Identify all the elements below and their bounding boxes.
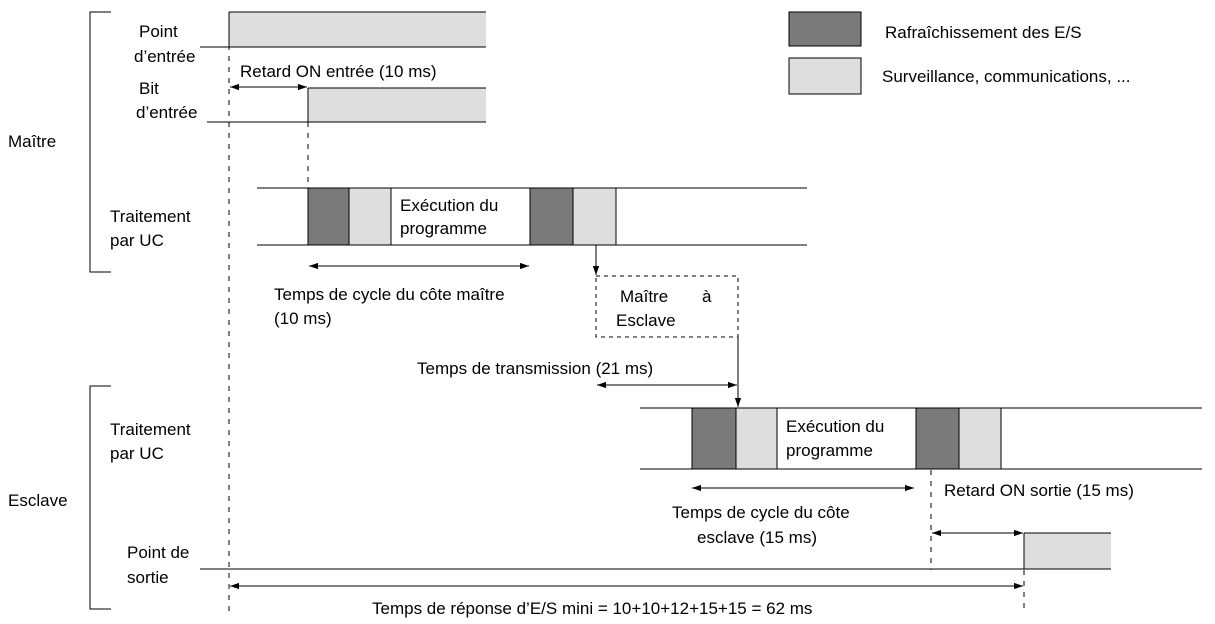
slave-monitoring-block-2 — [958, 407, 1002, 470]
transfer-box — [595, 275, 739, 338]
slave-cycle-label-line2: esclave (15 ms) — [697, 528, 817, 547]
master-io-refresh-block-2 — [529, 187, 574, 246]
master-program-block — [390, 187, 531, 246]
cpu-slave-label: Traitement par UC — [110, 420, 195, 463]
slave-cycle-label: Temps de cycle du côte esclave (15 ms) — [672, 503, 854, 547]
master-cycle: Temps de cycle du côte maître (10 ms) — [274, 262, 529, 328]
master-cycle-label-line1: Temps de cycle du côte maître — [274, 285, 505, 304]
slave-program-block — [776, 407, 917, 470]
group-slave: Esclave — [8, 385, 111, 610]
reference-lines — [228, 12, 1025, 612]
slave-io-refresh-block-1 — [691, 407, 737, 470]
response-time-label: Temps de réponse d’E/S mini = 10+10+12+1… — [372, 599, 812, 618]
output-point-label: Point de sortie — [127, 543, 194, 587]
slave-program-label-line2: programme — [786, 441, 873, 460]
master-cycle-label-line2: (10 ms) — [274, 309, 332, 328]
master-bracket — [89, 11, 111, 273]
cpu-slave-label-line1: Traitement — [110, 420, 191, 439]
transmission-label: Temps de transmission (21 ms) — [417, 359, 653, 378]
master-monitoring-block-1 — [348, 187, 392, 246]
cpu-master-label-line1: Traitement — [110, 207, 191, 226]
master-to-slave-transfer: Maître à Esclave — [592, 245, 742, 407]
input-point-on-block — [229, 12, 486, 47]
output-point-label-line2: sortie — [127, 568, 169, 587]
cpu-slave-track: Exécution du programme — [640, 407, 1202, 470]
cpu-master-label-line2: par UC — [110, 231, 164, 250]
slave-io-refresh-block-2 — [915, 407, 960, 470]
slave-program-label-line1: Exécution du — [786, 417, 884, 436]
input-bit-label: Bit d’entrée — [136, 79, 197, 122]
master-label: Maître — [8, 132, 56, 151]
slave-cycle-label-line1: Temps de cycle du côte — [672, 503, 850, 522]
row-labels: Point d’entrée Bit d’entrée Traitement p… — [110, 22, 197, 587]
slave-label: Esclave — [8, 491, 68, 510]
legend-swatch-io-refresh — [788, 11, 862, 47]
cpu-slave-label-line2: par UC — [110, 444, 164, 463]
legend-swatch-monitoring — [788, 57, 862, 95]
input-point-label-line2: d’entrée — [134, 47, 195, 66]
transfer-label-word2: à — [702, 287, 712, 306]
cpu-master-label: Traitement par UC — [110, 207, 195, 250]
master-monitoring-block-2 — [572, 187, 617, 246]
transfer-label: Maître à Esclave — [616, 287, 716, 330]
slave-bracket — [89, 385, 111, 610]
output-on-delay-label: Retard ON sortie (15 ms) — [944, 481, 1134, 500]
response-time: Temps de réponse d’E/S mini = 10+10+12+1… — [230, 582, 1023, 618]
input-on-delay-label: Retard ON entrée (10 ms) — [240, 62, 437, 81]
output-point-label-line1: Point de — [127, 543, 189, 562]
legend-label-io-refresh: Rafraîchissement des E/S — [885, 23, 1082, 42]
input-on-delay: Retard ON entrée (10 ms) — [230, 62, 437, 91]
cpu-master-track: Exécution du programme — [257, 187, 807, 246]
master-program-label-line2: programme — [400, 219, 487, 238]
slave-cycle: Temps de cycle du côte esclave (15 ms) — [672, 484, 914, 547]
master-program-label: Exécution du programme — [400, 196, 503, 238]
group-master: Maître — [8, 11, 111, 273]
output-point-signal — [200, 532, 1111, 570]
input-point-signal — [200, 11, 486, 48]
master-cycle-label: Temps de cycle du côte maître (10 ms) — [274, 285, 509, 328]
slave-program-label: Exécution du programme — [786, 417, 889, 460]
input-bit-signal — [207, 87, 486, 123]
output-point-on-block — [1024, 533, 1111, 569]
transfer-label-word3: Esclave — [616, 311, 676, 330]
master-io-refresh-block-1 — [307, 187, 350, 246]
input-point-label-line1: Point — [139, 22, 178, 41]
output-on-delay: Retard ON sortie (15 ms) — [932, 481, 1134, 537]
legend-label-monitoring: Surveillance, communications, ... — [882, 67, 1131, 86]
transmission-time: Temps de transmission (21 ms) — [417, 359, 737, 389]
transfer-label-word1: Maître — [620, 287, 668, 306]
legend: Rafraîchissement des E/S Surveillance, c… — [788, 11, 1131, 95]
input-bit-label-line2: d’entrée — [136, 103, 197, 122]
input-point-label: Point d’entrée — [134, 22, 195, 66]
input-bit-label-line1: Bit — [139, 79, 159, 98]
master-program-label-line1: Exécution du — [400, 196, 498, 215]
input-bit-on-block — [308, 88, 486, 122]
slave-monitoring-block-1 — [735, 407, 778, 470]
